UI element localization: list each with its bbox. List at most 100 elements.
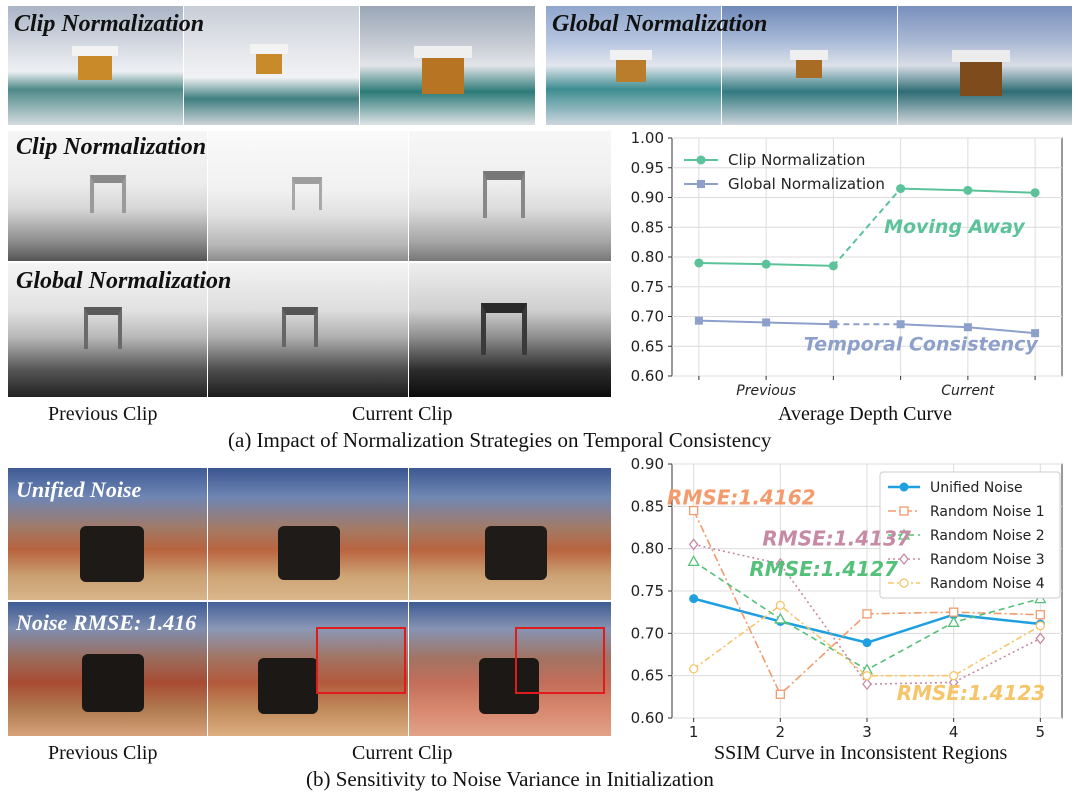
chart-b-point [862,678,872,691]
chart-a-ytick-label: 0.80 [631,248,664,266]
chart-b-point [1035,610,1045,620]
unified-noise-frame-1 [8,468,207,600]
chart-a-ytick-label: 0.95 [631,159,664,177]
chart-b-ytick-label: 0.65 [631,667,664,685]
chart-a-point [828,261,838,271]
rgb-clip-norm-frame-2 [184,6,359,125]
rgb-global-norm-frame-1 [546,6,721,125]
chart-b-point [949,671,959,681]
chart-a-annotation: Moving Away [884,216,1026,238]
chart-a-point [896,320,905,329]
chart-a-point [1030,188,1040,198]
chart-a-ytick-label: 0.90 [631,189,664,207]
chart-b-annotation: RMSE:1.4127 [749,557,898,581]
chart-a-series-line [698,319,767,324]
chart-b-point [689,505,699,516]
depth-global-norm-frame-1 [8,263,207,397]
chart-b-legend-marker [897,528,911,540]
chart-a-xtick-label: Current [941,383,995,399]
chart-b-xtick-label: 1 [689,723,699,741]
rgb-clip-norm-frame-3 [360,6,535,125]
chart-a-point [694,258,704,268]
chart-b-ytick-label: 0.85 [631,497,664,515]
depth-clip-norm-frame-1 [8,131,207,261]
chart-a-point [1031,329,1040,338]
chart-b-legend-box [879,471,1061,599]
chart-b-ytick-label: 0.60 [631,709,664,727]
chart-a-point [694,316,703,325]
chart-b-annotation: RMSE:1.4137 [762,526,911,550]
chart-b-point [689,594,699,604]
panel-b-caption: (b) Sensitivity to Noise Variance in Ini… [306,767,714,791]
chart-b-point [947,615,960,627]
chart-b-point [862,609,872,619]
inconsistent-region-box-2 [515,627,605,694]
chart-a-series-line [967,326,1036,335]
chart-a-ytick-label: 0.85 [631,218,664,236]
chart-b-legend-label: Random Noise 1 [930,504,1045,520]
rgb-global-norm-title: Global Normalization [552,11,768,37]
chart-a-point [963,323,972,332]
chart-a-point [829,320,838,329]
ssim-chart: 0.60 0.65 0.70 0.75 0.80 0.85 0.90 1 2 3 4 5 Unified… [631,455,1063,741]
chart-a-legend-marker [697,180,705,188]
chart-b-point [1035,621,1045,631]
rgb-clip-norm-frame-1 [8,6,183,125]
chart-b-point [862,638,872,648]
chart-b-xtick-label: 5 [1036,723,1046,741]
chart-a-point [896,184,906,194]
chart-b-legend-marker [899,552,909,566]
rgb-clip-norm-title: Clip Normalization [14,11,205,37]
unified-noise-frame-2 [208,468,408,600]
panel-a-label-curve: Average Depth Curve [778,403,953,425]
chart-a-ytick-label: 0.75 [631,278,664,296]
chart-b-xtick-label: 3 [862,723,872,741]
chart-b-xtick-label: 4 [949,723,959,741]
chart-b-ytick-label: 0.90 [631,455,664,473]
chart-b-legend-marker [899,482,909,492]
chart-b-point [775,689,785,699]
inconsistent-region-box-1 [316,627,406,694]
chart-b-legend-marker [899,578,909,588]
panel-b-label-previous: Previous Clip [48,742,158,764]
chart-a-series-line [832,187,902,267]
chart-b-point [688,538,699,551]
chart-a-xtick-label: Previous [736,383,796,399]
chart-a-ytick-label: 0.60 [631,367,664,385]
panel-a-label-previous: Previous Clip [48,403,158,425]
panel-b-label-current: Current Clip [352,742,453,764]
chart-b-point [775,600,785,611]
depth-clip-norm-title: Clip Normalization [16,134,207,160]
panel-a-caption: (a) Impact of Normalization Strategies o… [228,428,772,452]
chart-b-annotation: RMSE:1.4123 [897,681,1046,705]
chart-b-point [862,671,872,681]
chart-a-series-line [698,261,767,266]
chart-b-ytick-label: 0.75 [631,582,664,600]
noise-rmse-title: Noise RMSE: 1.416 [16,610,197,635]
average-depth-chart: 0.60 0.65 0.70 0.75 0.80 0.85 0.90 0.95 1.00 Prev… [631,129,1063,399]
chart-b-legend-label: Random Noise 2 [930,528,1045,544]
unified-noise-frame-3 [409,468,611,600]
chart-a-point [762,318,771,327]
depth-global-norm-frame-2 [208,263,408,397]
chart-a-series-line [766,263,834,267]
chart-a-point [963,185,973,195]
panel-b-label-curve: SSIM Curve in Inconsistent Regions [714,742,1008,764]
chart-b-ytick-label: 0.70 [631,624,664,642]
chart-b-point [948,676,959,689]
depth-global-norm-frame-3 [409,263,611,397]
chart-b-legend-label: Random Noise 3 [930,552,1045,568]
chart-a-annotation: Temporal Consistency [804,333,1040,355]
noise-rmse-frame-1 [8,602,207,736]
chart-b-series-line [693,543,1041,685]
chart-a-series-line [967,189,1036,194]
chart-a-ytick-label: 0.65 [631,337,664,355]
chart-a-point [761,259,771,269]
chart-b-point [775,557,786,570]
rgb-global-norm-frame-3 [898,6,1072,125]
chart-b-legend-marker [899,506,909,516]
noise-rmse-frame-2 [208,602,408,736]
chart-a-legend-label: Clip Normalization [728,151,865,169]
depth-clip-norm-frame-2 [208,131,408,261]
chart-a-ytick-label: 0.70 [631,308,664,326]
